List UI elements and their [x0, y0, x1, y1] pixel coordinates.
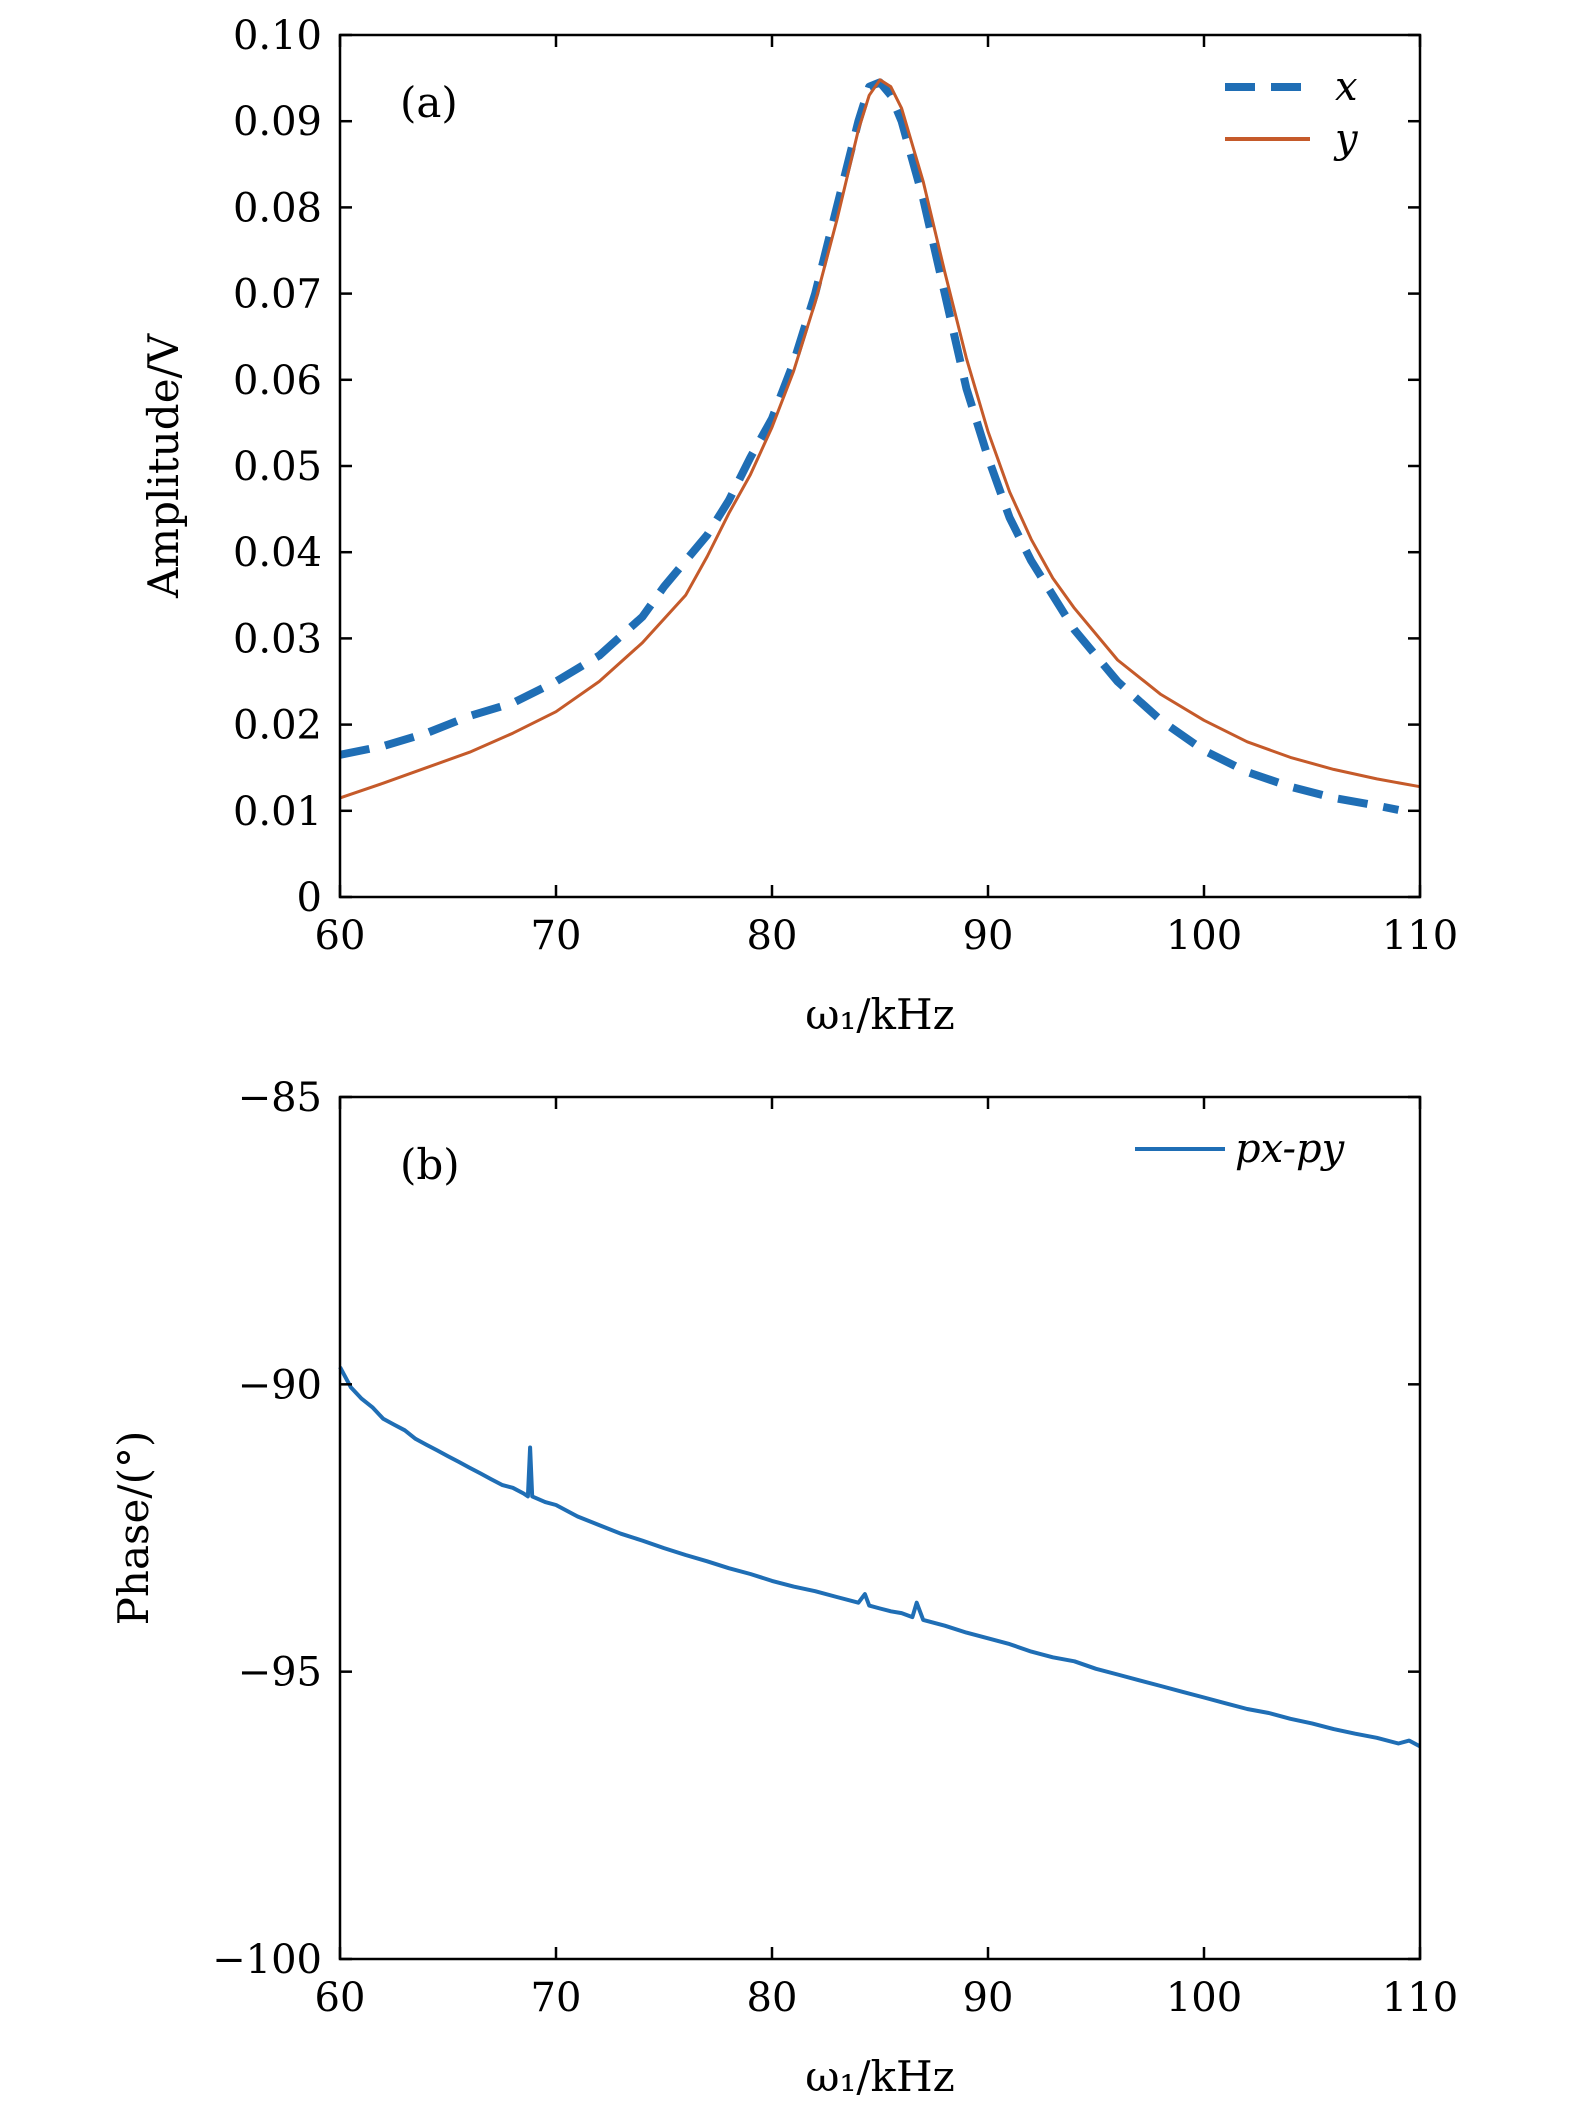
series-line-y: [339, 78, 1421, 800]
y-tick-label: 0.07: [233, 272, 322, 318]
phase-axis-ticks: 60 70 80 90 100 110 −100 −95 −90 −85: [212, 1075, 1458, 2021]
x-tick-label: 70: [531, 1975, 582, 2021]
x-tick-label: 90: [963, 913, 1014, 959]
phase-x-axis-label: ω₁/kHz: [805, 2052, 954, 2101]
amplitude-legend: x y: [1225, 64, 1359, 162]
legend-label-px-py: px-py: [1235, 1126, 1346, 1172]
phase-plot-frame: [338, 1095, 1422, 1961]
phase-chart: 60 70 80 90 100 110 −100 −95 −90 −85 (b) ω₁/kHz P…: [109, 1075, 1458, 2101]
x-tick-label: 70: [531, 913, 582, 959]
series-line-x: [339, 78, 1400, 814]
legend-label-x: x: [1335, 64, 1358, 110]
y-tick-label: 0.05: [233, 444, 322, 490]
phase-legend: px-py: [1135, 1126, 1346, 1172]
amplitude-x-axis-label: ω₁/kHz: [805, 990, 954, 1039]
y-tick-label: 0.09: [233, 99, 322, 145]
y-tick-label: 0.04: [233, 530, 322, 576]
x-tick-label: 110: [1382, 913, 1458, 959]
y-tick-label: −85: [238, 1075, 322, 1121]
x-tick-label: 100: [1166, 913, 1242, 959]
x-tick-label: 60: [315, 1975, 366, 2021]
legend-label-y: y: [1333, 116, 1359, 162]
amplitude-y-axis-label: Amplitude/V: [139, 333, 188, 599]
y-tick-label: −95: [238, 1650, 322, 1696]
amplitude-plot-frame: [338, 33, 1422, 899]
x-tick-label: 100: [1166, 1975, 1242, 2021]
panel-label-b: (b): [400, 1140, 460, 1189]
amplitude-axis-ticks: 60 70 80 90 100 110 0 0.01 0.02 0.03 0.04 0.05 0.06 0…: [233, 13, 1458, 959]
x-tick-label: 110: [1382, 1975, 1458, 2021]
y-tick-label: 0.01: [233, 789, 322, 835]
y-tick-label: 0.02: [233, 703, 322, 749]
y-tick-label: −90: [238, 1362, 322, 1408]
x-tick-label: 90: [963, 1975, 1014, 2021]
phase-y-axis-label: Phase/(°): [109, 1431, 158, 1626]
x-tick-label: 80: [747, 1975, 798, 2021]
y-tick-label: 0.03: [233, 616, 322, 662]
panel-label-a: (a): [400, 78, 458, 127]
phase-series-layer: [338, 1366, 1421, 1749]
y-tick-label: 0.10: [233, 13, 322, 59]
y-tick-label: 0: [297, 875, 322, 921]
x-tick-label: 60: [315, 913, 366, 959]
y-tick-label: −100: [212, 1937, 322, 1983]
amplitude-chart: 60 70 80 90 100 110 0 0.01 0.02 0.03 0.04 0.05 0.06 0…: [139, 13, 1458, 1039]
x-tick-label: 80: [747, 913, 798, 959]
y-tick-label: 0.06: [233, 358, 322, 404]
series-line-px-py: [338, 1366, 1421, 1749]
y-tick-label: 0.08: [233, 185, 322, 231]
amplitude-series-layer: [339, 78, 1421, 814]
